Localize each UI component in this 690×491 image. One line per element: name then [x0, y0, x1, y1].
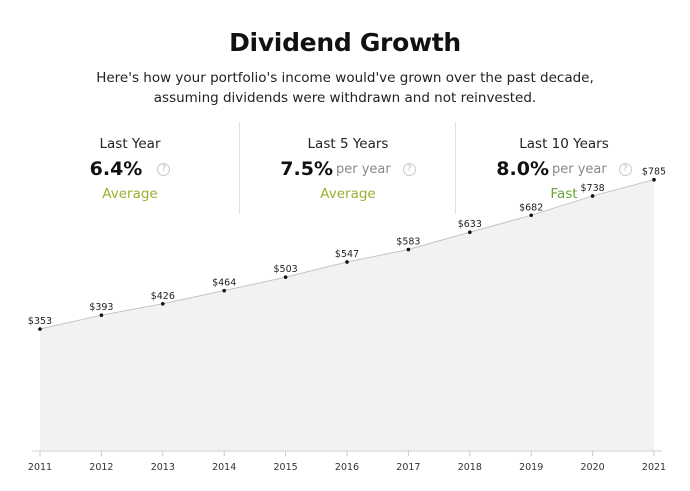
data-label: $464 — [212, 278, 236, 289]
data-point[interactable] — [283, 275, 288, 279]
data-label: $353 — [28, 316, 52, 327]
data-point[interactable] — [161, 301, 165, 306]
x-tick-label: 2018 — [458, 462, 482, 473]
x-tick-label: 2015 — [274, 462, 298, 473]
x-tick-label: 2011 — [28, 462, 52, 473]
subtitle-line-2: assuming dividends were withdrawn and no… — [153, 90, 537, 106]
x-tick-label: 2020 — [581, 462, 605, 473]
stat-last-10-years: Last 10 Years 8.0% per year? Fast — [455, 122, 672, 214]
stat-label: Last 5 Years — [307, 136, 389, 152]
data-label: $547 — [335, 249, 359, 260]
chart-subtitle: Here's how your portfolio's income would… — [0, 68, 690, 108]
help-icon[interactable]: ? — [618, 162, 632, 176]
stat-unit: per year — [335, 161, 391, 177]
x-tick-label: 2021 — [642, 462, 666, 473]
data-point[interactable] — [590, 194, 595, 198]
data-point[interactable] — [529, 213, 533, 218]
data-point[interactable] — [38, 327, 42, 331]
x-tick-label: 2017 — [396, 462, 420, 473]
stat-label: Last Year — [99, 136, 161, 152]
data-point[interactable] — [99, 313, 104, 317]
data-point[interactable] — [345, 260, 349, 264]
stat-value: 8.0% — [496, 158, 549, 180]
help-icon[interactable]: ? — [157, 162, 171, 176]
data-point[interactable] — [406, 247, 411, 252]
x-tick-label: 2016 — [335, 462, 359, 473]
data-label: $393 — [89, 302, 113, 313]
data-label: $503 — [274, 264, 298, 275]
stat-last-5-years: Last 5 Years 7.5% per year? Average — [239, 122, 456, 214]
stat-rating: Average — [102, 186, 158, 202]
data-label: $426 — [151, 291, 175, 302]
chart-title: Dividend Growth — [229, 28, 461, 57]
x-tick-label: 2014 — [212, 462, 236, 473]
stat-rating: Average — [320, 186, 376, 202]
data-point[interactable] — [652, 177, 656, 182]
stat-last-year: Last Year 6.4%? Average — [22, 122, 238, 214]
data-label: $738 — [581, 183, 605, 194]
x-tick-label: 2012 — [89, 462, 113, 473]
x-tick-label: 2019 — [519, 462, 543, 473]
data-label: $633 — [458, 219, 482, 230]
subtitle-line-1: Here's how your portfolio's income would… — [96, 70, 594, 86]
data-label: $785 — [642, 167, 666, 178]
stat-value: 6.4% — [89, 158, 143, 180]
data-point[interactable] — [468, 230, 472, 235]
data-label: $583 — [396, 237, 420, 248]
help-icon[interactable]: ? — [402, 162, 416, 176]
stat-value: 7.5% — [280, 158, 333, 180]
x-tick-label: 2013 — [151, 462, 175, 473]
area-fill — [40, 179, 654, 452]
data-point[interactable] — [222, 288, 226, 293]
stat-rating: Fast — [550, 186, 578, 202]
stat-label: Last 10 Years — [519, 136, 609, 152]
growth-stats: Last Year 6.4%? Average Last 5 Years 7.5… — [22, 122, 672, 214]
data-label: $682 — [519, 202, 543, 213]
stat-unit: per year — [551, 161, 607, 177]
